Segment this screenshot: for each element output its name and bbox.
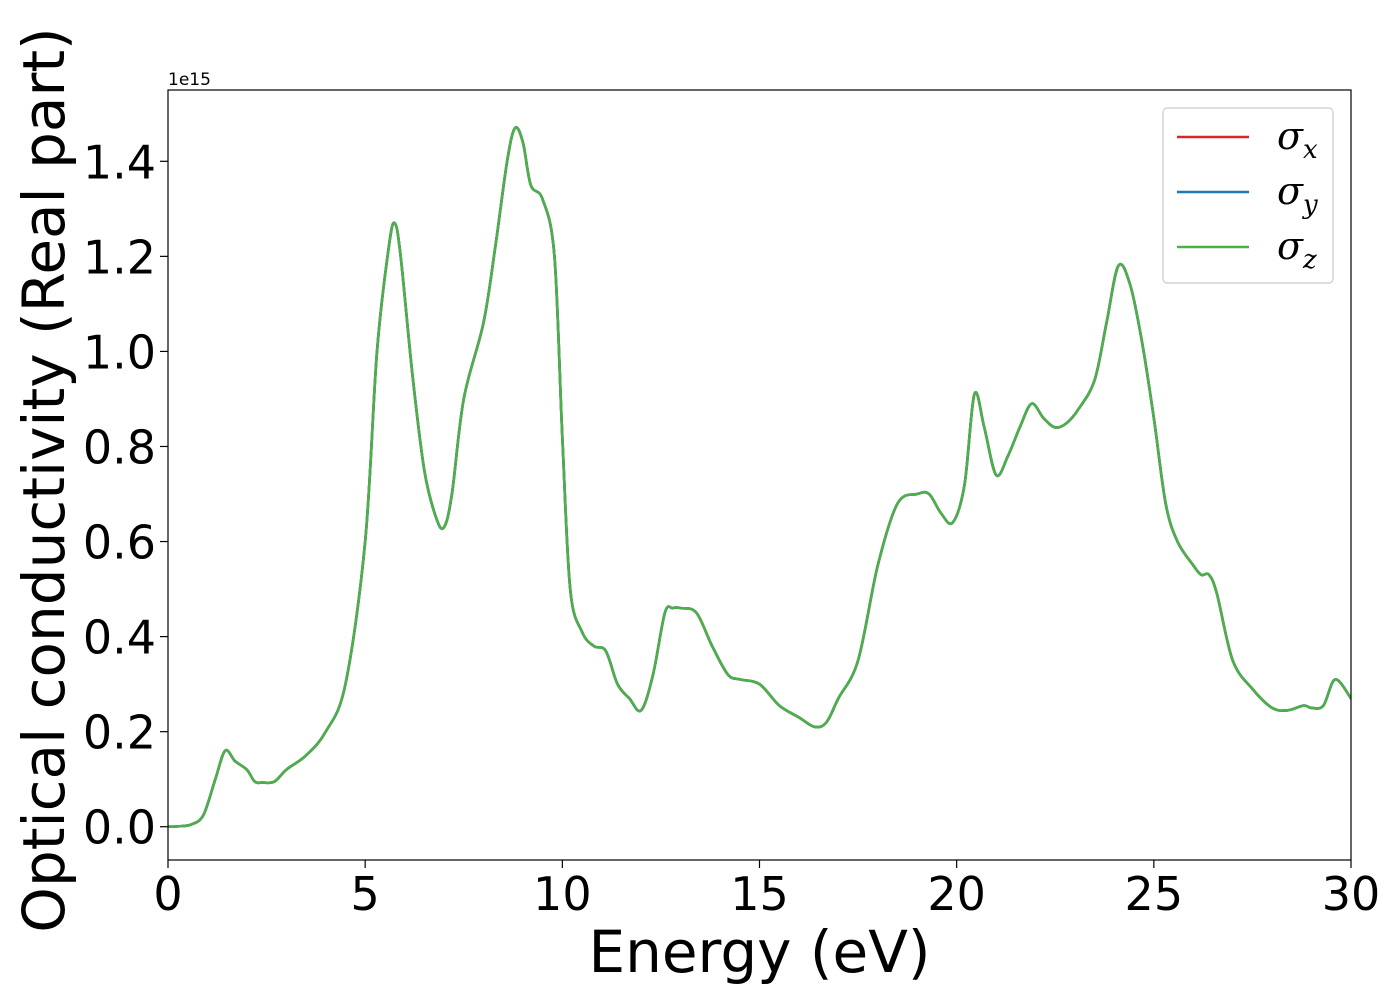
legend-box (1162, 107, 1334, 284)
y-axis-title: Optical conductivity (Real part) (10, 27, 78, 932)
legend-label-x: σx (1277, 114, 1318, 165)
y-axis-ticks: 0.0 0.2 0.4 0.6 0.8 1.0 1.2 1.4 (83, 135, 168, 855)
y-offset-label: 1e15 (168, 70, 211, 90)
y-tick-label: 1.0 (83, 325, 156, 379)
y-tick-label: 0.8 (83, 420, 156, 474)
y-tick-label: 0.4 (83, 611, 156, 665)
y-tick-label: 1.2 (83, 230, 156, 284)
x-tick-label: 25 (1125, 867, 1184, 921)
y-tick-label: 0.2 (83, 706, 156, 760)
y-tick-label: 0.0 (83, 801, 156, 855)
series-line-z (168, 126, 1351, 829)
x-tick-label: 0 (153, 867, 182, 921)
x-tick-label: 30 (1322, 867, 1381, 921)
x-axis-title: Energy (eV) (588, 918, 930, 986)
plot-lines (168, 126, 1351, 829)
y-tick-label: 0.6 (83, 516, 156, 570)
legend-label-z: σz (1277, 224, 1317, 275)
legend-label-y: σy (1277, 169, 1318, 220)
x-tick-label: 20 (927, 867, 986, 921)
x-axis-ticks: 0 5 10 15 20 25 30 (153, 860, 1380, 921)
x-tick-label: 10 (533, 867, 592, 921)
x-tick-label: 15 (730, 867, 789, 921)
y-tick-label: 1.4 (83, 135, 156, 189)
x-tick-label: 5 (351, 867, 380, 921)
